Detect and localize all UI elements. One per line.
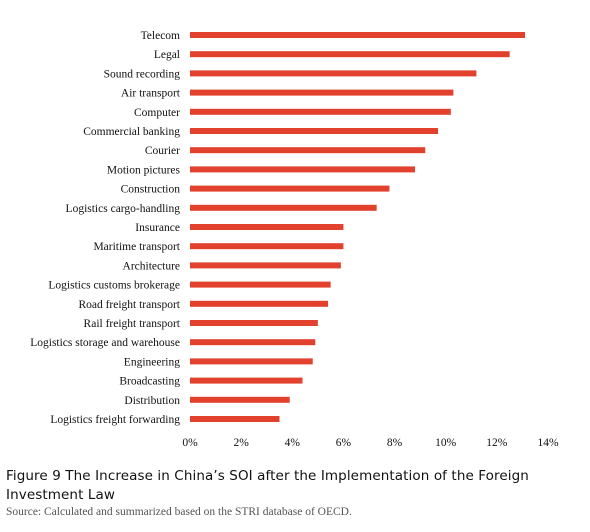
bar (190, 358, 313, 365)
figure-source: Source: Calculated and summarized based … (6, 506, 352, 518)
category-label: Logistics freight forwarding (50, 414, 180, 426)
bar (190, 243, 344, 250)
category-label: Logistics storage and warehouse (30, 337, 180, 349)
category-label: Sound recording (104, 68, 181, 80)
category-label: Computer (134, 107, 180, 119)
bar (190, 128, 439, 134)
category-label: Distribution (124, 395, 180, 407)
bar (190, 51, 510, 58)
bar (190, 185, 390, 192)
bar (190, 416, 280, 422)
category-label: Road freight transport (78, 299, 180, 311)
bar (190, 70, 477, 77)
category-label: Commercial banking (83, 126, 180, 138)
figure-title: Figure 9 The Increase in China’s SOI aft… (6, 468, 529, 503)
category-label: Courier (145, 145, 180, 157)
x-tick-label: 14% (537, 437, 559, 449)
bar (190, 339, 316, 346)
category-label: Legal (154, 49, 180, 61)
bar (190, 320, 318, 326)
bar (190, 300, 329, 307)
x-tick-label: 8% (387, 437, 403, 449)
x-tick-label: 4% (285, 437, 301, 449)
category-labels: Telecom Legal Sound recording Air transport… (30, 30, 181, 426)
x-tick-label: 0% (182, 437, 198, 449)
x-tick-label: 10% (435, 437, 457, 449)
category-label: Logistics customs brokerage (48, 280, 180, 292)
category-label: Motion pictures (107, 164, 181, 176)
x-tick-label: 2% (233, 437, 249, 449)
bar (190, 32, 525, 38)
category-label: Construction (121, 184, 181, 196)
bar (190, 166, 416, 173)
bar (190, 396, 290, 403)
x-tick-label: 6% (336, 437, 352, 449)
bar-chart: Telecom Legal Sound recording Air transport… (30, 30, 559, 449)
bar (190, 224, 344, 230)
category-label: Rail freight transport (84, 318, 181, 330)
x-tick-label: 12% (486, 437, 508, 449)
bar (190, 204, 377, 211)
bar (190, 147, 426, 154)
category-label: Telecom (141, 30, 180, 42)
category-label: Engineering (124, 356, 180, 368)
category-label: Broadcasting (119, 376, 180, 388)
category-label: Insurance (135, 222, 180, 234)
bars (190, 32, 525, 422)
bar (190, 262, 341, 269)
x-axis-ticks: 0% 2% 4% 6% 8% 10% 12% 14% (182, 437, 559, 449)
category-label: Air transport (121, 88, 181, 100)
bar (190, 108, 451, 115)
bar (190, 377, 303, 384)
bar (190, 281, 331, 288)
category-label: Logistics cargo-handling (66, 203, 181, 215)
category-label: Maritime transport (93, 241, 180, 253)
bar (190, 89, 454, 96)
category-label: Architecture (123, 260, 180, 272)
